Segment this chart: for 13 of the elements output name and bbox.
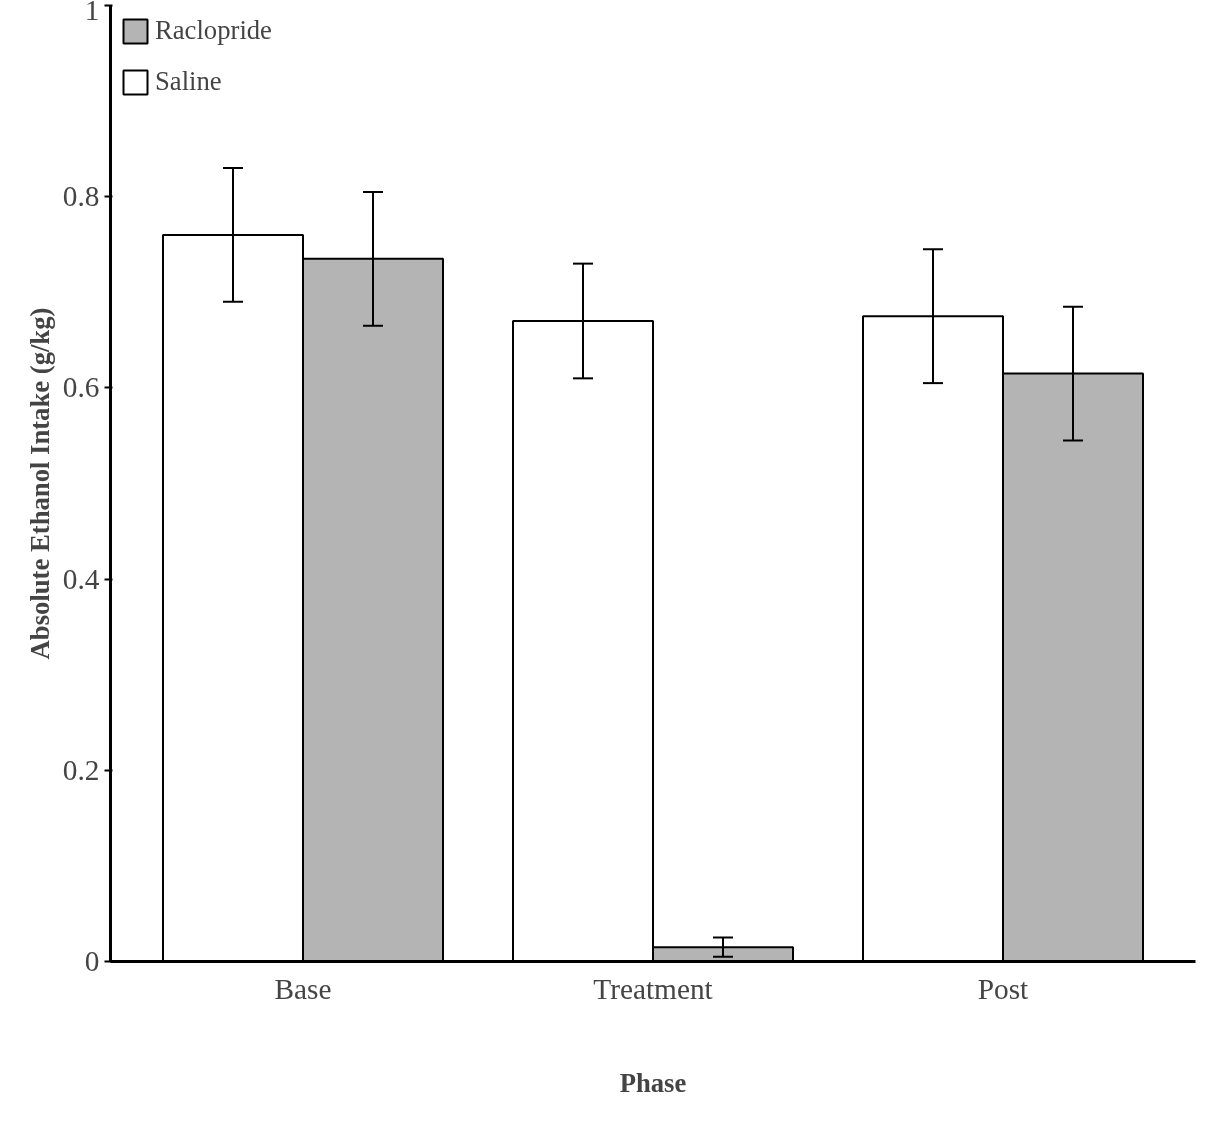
y-tick-label: 0.4 — [62, 562, 100, 595]
x-tick-label: Base — [274, 972, 332, 1005]
y-tick-label: 0.6 — [62, 371, 100, 404]
x-axis-title: Phase — [619, 1067, 687, 1098]
y-tick-label: 0.8 — [62, 180, 100, 213]
x-tick-label: Post — [977, 972, 1029, 1005]
y-tick-label: 0 — [84, 945, 100, 977]
y-tick-label: 1 — [84, 0, 100, 26]
legend-label: Raclopride — [155, 15, 272, 46]
x-tick-label: Treatment — [593, 972, 713, 1005]
y-tick-label: 0.2 — [62, 753, 100, 786]
legend-label: Saline — [155, 66, 222, 97]
y-axis-title: Absolute Ethanol Intake (g/kg) — [24, 307, 55, 660]
